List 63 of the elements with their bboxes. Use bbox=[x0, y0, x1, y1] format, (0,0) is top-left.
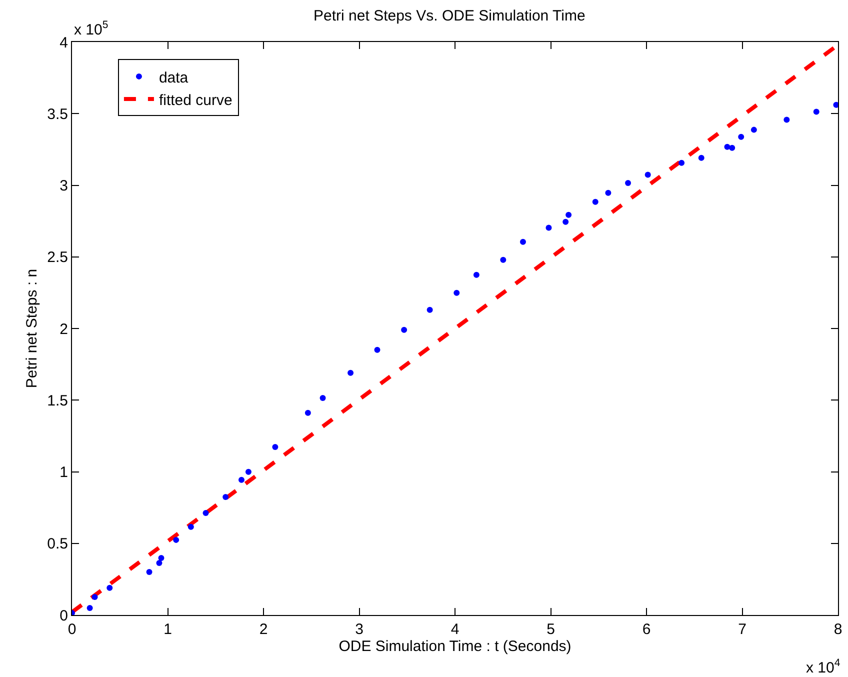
text: x 10$^{4}$ bbox=[806, 657, 840, 676]
point bbox=[454, 290, 460, 296]
x-tick-label: 1 bbox=[164, 621, 172, 638]
y-tick-label: 0 bbox=[60, 607, 68, 624]
point bbox=[729, 144, 736, 151]
legend-label: fitted curve bbox=[158, 92, 232, 109]
x-tick-label: 2 bbox=[259, 621, 268, 638]
point bbox=[158, 554, 164, 561]
point bbox=[562, 218, 569, 225]
x-tick-label: 7 bbox=[738, 621, 746, 638]
y-axis-title: Petri net Steps : n bbox=[23, 268, 40, 388]
point bbox=[833, 102, 838, 108]
point bbox=[738, 134, 744, 140]
chart-title: Petri net Steps Vs. ODE Simulation Time bbox=[314, 8, 586, 25]
y-tick-label: 1.5 bbox=[47, 392, 68, 410]
point bbox=[546, 224, 552, 231]
point bbox=[374, 346, 380, 353]
x-tick-label: 5 bbox=[546, 621, 555, 638]
point bbox=[784, 116, 790, 123]
y-tick-label: 3.5 bbox=[47, 106, 68, 123]
point bbox=[320, 394, 326, 401]
point bbox=[245, 468, 252, 475]
point bbox=[202, 510, 209, 516]
point bbox=[750, 126, 757, 133]
point bbox=[426, 306, 433, 313]
x-tick-label: 4 bbox=[450, 621, 460, 638]
point bbox=[173, 536, 180, 543]
point bbox=[592, 198, 598, 205]
text: x 10$^{5}$ bbox=[74, 19, 108, 38]
point bbox=[813, 108, 820, 115]
x-tick-label: 6 bbox=[642, 621, 651, 638]
point bbox=[678, 160, 685, 166]
x-tick-label: 8 bbox=[834, 621, 842, 638]
point bbox=[92, 594, 98, 600]
point bbox=[724, 144, 730, 150]
point bbox=[348, 370, 354, 376]
point bbox=[566, 212, 572, 218]
point bbox=[520, 238, 526, 245]
point bbox=[473, 272, 480, 278]
y-tick-label: 2.5 bbox=[47, 249, 68, 266]
point bbox=[272, 444, 278, 450]
point bbox=[644, 172, 651, 178]
point bbox=[401, 326, 408, 333]
point bbox=[304, 410, 311, 416]
y-tick-label: 2 bbox=[60, 320, 68, 338]
point bbox=[605, 190, 612, 196]
legend-label: data bbox=[158, 69, 189, 86]
point bbox=[238, 476, 244, 483]
y-tick-label: 4 bbox=[60, 34, 68, 52]
point bbox=[156, 560, 162, 566]
point bbox=[146, 569, 152, 576]
point bbox=[188, 524, 194, 530]
x-axis-title: ODE Simulation Time : t (Seconds) bbox=[338, 638, 572, 655]
y-tick-label: 3 bbox=[60, 178, 68, 194]
point bbox=[222, 494, 229, 500]
x-tick-label: 3 bbox=[355, 621, 364, 638]
point bbox=[625, 180, 632, 186]
point bbox=[698, 154, 704, 161]
y-tick-label: 1 bbox=[60, 464, 68, 481]
point bbox=[86, 604, 93, 611]
point bbox=[500, 256, 506, 263]
point bbox=[106, 584, 113, 591]
y-tick-label: 0.5 bbox=[47, 536, 68, 553]
